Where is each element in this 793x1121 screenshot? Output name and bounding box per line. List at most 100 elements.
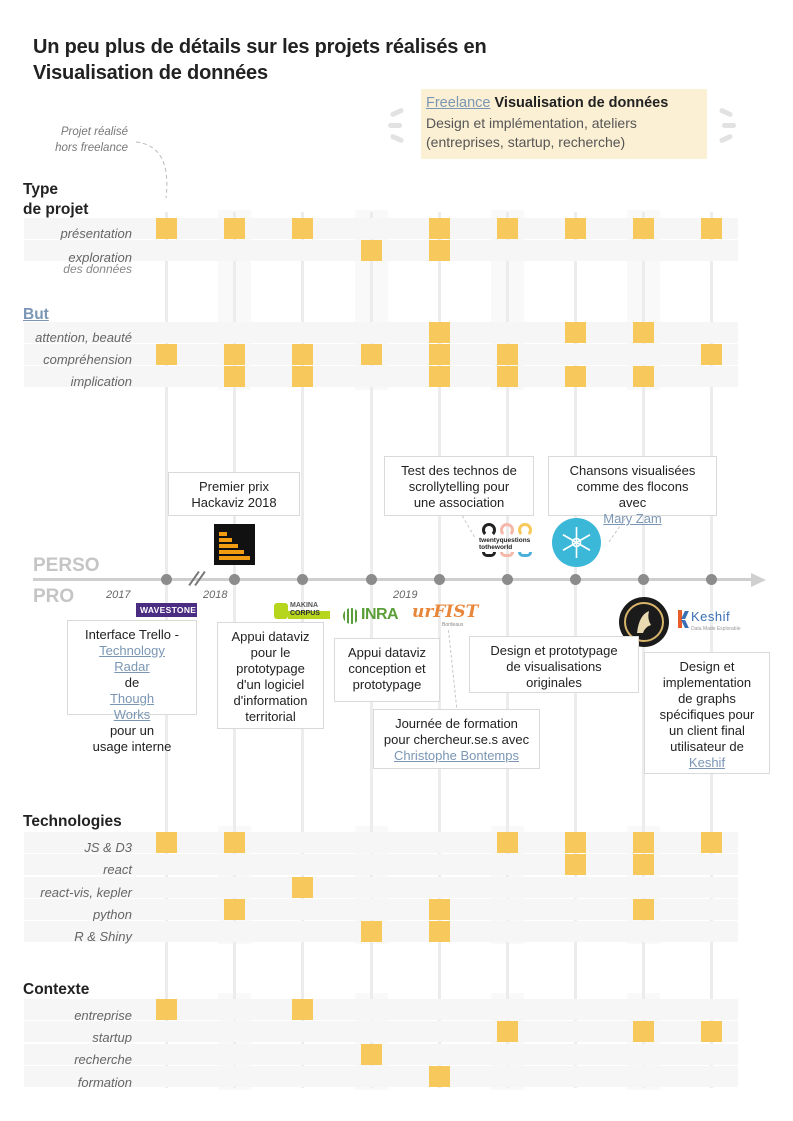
legend-line-1: Freelance Visualisation de données <box>426 95 668 111</box>
technology-radar-link[interactable]: Radar <box>114 659 150 674</box>
box-hackaviz-line: Hackaviz 2018 <box>191 495 277 510</box>
but-row-stripe <box>24 366 738 387</box>
but-cell <box>565 322 586 343</box>
timeline-axis <box>33 578 753 581</box>
box-design-line: originales <box>526 675 582 690</box>
urfist-logo: urFIST Bordeaux <box>412 602 478 628</box>
box-inra-line: Appui dataviz <box>347 645 427 660</box>
but-cell <box>429 322 450 343</box>
contexte-cell <box>497 1021 518 1042</box>
perso-note: Projet réalisé hors freelance <box>30 124 128 156</box>
keshif-link[interactable]: Keshif <box>688 755 726 770</box>
timeline-arrow <box>751 573 766 587</box>
box-inra-line: prototypage <box>352 677 422 692</box>
contexte-row-label: entreprise <box>74 1008 132 1023</box>
box-trello-line: Radar de Though <box>76 659 188 707</box>
snowflake-icon <box>562 527 591 558</box>
decoration-dash <box>389 107 405 118</box>
tech-cell <box>633 854 654 875</box>
box-trello-line: Technology <box>76 643 188 659</box>
type-row-label: exploration <box>68 250 132 265</box>
contexte-cell <box>292 999 313 1020</box>
tech-cell <box>156 832 177 853</box>
tech-cell <box>224 899 245 920</box>
box-trello-text: de <box>124 675 140 690</box>
inra-logo: INRA <box>343 606 399 628</box>
freelance-link[interactable]: Freelance <box>426 95 491 111</box>
pro-label: PRO <box>33 586 75 607</box>
section-type-line-1: Type <box>23 181 59 198</box>
tech-cell <box>633 899 654 920</box>
tech-cell <box>429 921 450 942</box>
contexte-cell <box>429 1066 450 1087</box>
box-design-line: de visualisations <box>506 659 602 674</box>
tech-cell <box>292 877 313 898</box>
perso-label: PERSO <box>33 555 100 576</box>
timeline-node <box>706 574 717 585</box>
box-hackaviz: Premier prix Hackaviz 2018 <box>168 472 300 516</box>
tech-row-label: python <box>92 907 132 922</box>
but-cell <box>565 366 586 387</box>
but-row-label: compréhension <box>43 352 132 367</box>
legend-box: Freelance Visualisation de données Desig… <box>421 89 707 159</box>
note-line-1: Projet réalisé <box>60 126 128 138</box>
box-makina-line: pour le <box>250 645 291 660</box>
thoughtworks-link[interactable]: Works <box>113 707 151 722</box>
column-line <box>642 212 645 1088</box>
makina-top-text: MAKINA <box>290 602 318 609</box>
tech-cell <box>429 899 450 920</box>
tech-row-label: react-vis, kepler <box>40 885 132 900</box>
christophe-bontemps-link[interactable]: Christophe Bontemps <box>393 748 519 763</box>
section-technologies-title: Technologies <box>23 813 122 830</box>
but-row-label: attention, beauté <box>35 330 132 345</box>
contexte-cell <box>633 1021 654 1042</box>
box-makina-line: territorial <box>245 709 296 724</box>
box-flocons-line: comme des flocons <box>576 479 689 494</box>
makina-corpus-logo: MAKINA CORPUS <box>274 602 330 619</box>
type-cell <box>429 218 450 239</box>
contexte-cell <box>361 1044 382 1065</box>
tech-cell <box>224 832 245 853</box>
but-cell <box>633 366 654 387</box>
contexte-row-stripe <box>24 1066 738 1087</box>
tech-row-stripe <box>24 854 738 875</box>
year-2019: 2019 <box>393 589 418 601</box>
box-scrolly-line: une association <box>413 495 505 510</box>
contexte-row-label: recherche <box>74 1052 132 1067</box>
but-cell <box>361 344 382 365</box>
decoration-dash <box>388 123 402 128</box>
note-connector <box>135 141 168 199</box>
contexte-row-label: formation <box>77 1075 132 1090</box>
section-but-title[interactable]: But <box>23 306 49 323</box>
but-cell <box>701 344 722 365</box>
box-scrolly-line: Test des technos de <box>401 463 517 478</box>
type-cell <box>429 240 450 261</box>
box-inra-line: conception et <box>348 661 426 676</box>
keshif-logo-text: Keshif <box>691 609 731 624</box>
twentyq-text-2: totheworld <box>479 544 513 551</box>
section-contexte-title: Contexte <box>23 981 90 998</box>
box-keshif-line: implementation <box>662 675 752 690</box>
thoughtworks-link[interactable]: Though <box>109 691 155 706</box>
type-cell <box>633 218 654 239</box>
type-cell <box>156 218 177 239</box>
but-row-stripe <box>24 322 738 343</box>
box-keshif-line: utilisateur de <box>670 739 744 754</box>
box-makina-line: Appui dataviz <box>231 629 310 644</box>
type-row-label: présentation <box>60 226 132 241</box>
but-cell <box>497 344 518 365</box>
box-flocons-text: avec <box>618 495 647 510</box>
tech-row-label: react <box>103 862 132 877</box>
technology-radar-link[interactable]: Technology <box>99 643 165 658</box>
makina-icon <box>274 603 288 619</box>
tech-cell <box>701 832 722 853</box>
title-line-2: Visualisation de données <box>33 62 268 84</box>
timeline-node <box>502 574 513 585</box>
tech-row-stripe <box>24 832 738 853</box>
but-cell <box>497 366 518 387</box>
tech-row-stripe <box>24 899 738 920</box>
year-2017: 2017 <box>106 589 131 601</box>
tech-cell <box>633 832 654 853</box>
mary-zam-link[interactable]: Mary Zam <box>603 511 662 526</box>
box-trello-line: Works pour un <box>76 707 188 739</box>
